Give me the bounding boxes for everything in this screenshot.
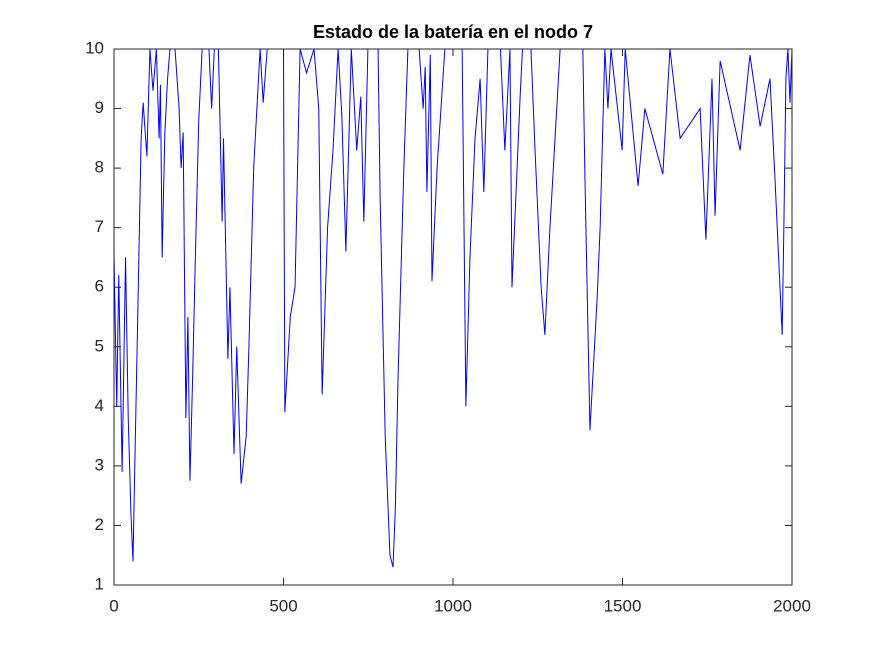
y-tick-label: 6 [95,277,104,296]
x-tick-label: 0 [109,596,118,615]
axes-box [113,48,793,586]
y-tick-label: 7 [95,217,104,236]
data-line [113,48,793,568]
x-tick-label: 1500 [604,596,642,615]
chart-title: Estado de la batería en el nodo 7 [313,22,593,42]
x-tick-label: 1000 [434,596,472,615]
x-tick-label: 500 [269,596,297,615]
x-tick-label: 2000 [773,596,811,615]
y-tick-label: 1 [95,574,104,593]
y-tick-label: 4 [95,396,104,415]
y-tick-label: 10 [85,38,104,57]
y-tick-label: 2 [95,515,104,534]
y-tick-label: 9 [95,98,104,117]
y-tick-label: 5 [95,336,104,355]
y-tick-label: 3 [95,455,104,474]
y-tick-label: 8 [95,158,104,177]
